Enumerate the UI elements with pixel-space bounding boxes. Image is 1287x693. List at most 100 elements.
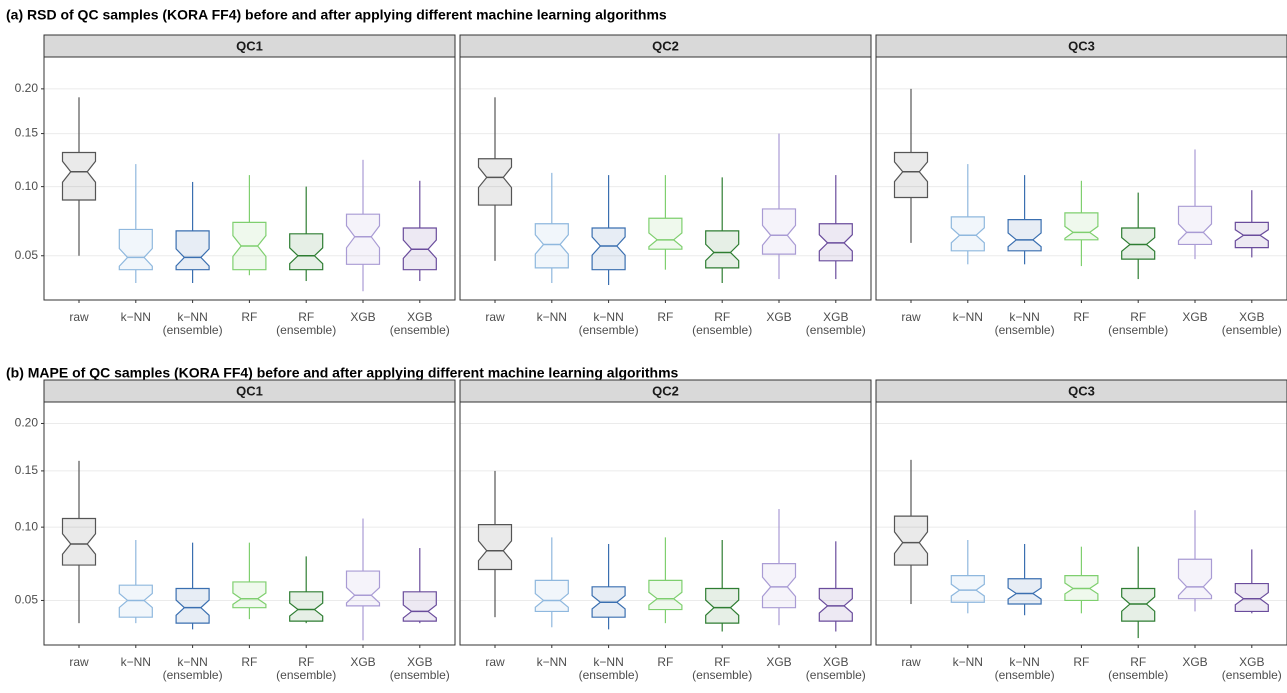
box <box>534 579 569 613</box>
box <box>61 517 97 566</box>
x-tick-label: raw <box>485 655 505 669</box>
x-tick-label: k−NN <box>1009 310 1039 324</box>
x-tick-label: k−NN <box>177 655 207 669</box>
x-tick-label: XGB <box>1239 310 1264 324</box>
box <box>1064 212 1099 241</box>
panel-border <box>459 401 872 646</box>
box <box>761 208 797 255</box>
y-tick-label: 0.05 <box>15 248 39 262</box>
strip-label: QC1 <box>236 38 263 53</box>
box <box>118 228 153 271</box>
x-tick-label: (ensemble) <box>276 668 336 682</box>
x-tick-label: raw <box>485 310 505 324</box>
x-tick-label: k−NN <box>537 655 567 669</box>
panel <box>460 402 871 645</box>
x-tick-label: (ensemble) <box>806 668 866 682</box>
x-tick-label: RF <box>714 310 730 324</box>
x-tick-label: k−NN <box>177 310 207 324</box>
x-tick-label: XGB <box>350 655 375 669</box>
y-tick-label: 0.20 <box>15 416 39 430</box>
x-tick-label: (ensemble) <box>276 323 336 337</box>
box <box>175 587 210 624</box>
box <box>402 591 437 622</box>
strip-label: QC1 <box>236 383 263 398</box>
box <box>477 158 513 206</box>
box <box>1234 582 1269 613</box>
section-title: (b) MAPE of QC samples (KORA FF4) before… <box>6 365 679 381</box>
x-tick-label: k−NN <box>537 310 567 324</box>
x-tick-label: k−NN <box>121 310 151 324</box>
box <box>175 230 210 271</box>
y-tick-label: 0.20 <box>15 81 39 95</box>
strip-label: QC3 <box>1068 383 1095 398</box>
x-tick-label: RF <box>657 310 673 324</box>
x-tick-label: raw <box>901 310 921 324</box>
box <box>1007 578 1042 605</box>
x-tick-label: raw <box>901 655 921 669</box>
box <box>61 151 97 201</box>
box <box>705 230 740 269</box>
x-tick-label: k−NN <box>1009 655 1039 669</box>
box <box>648 579 683 611</box>
x-tick-label: XGB <box>766 310 791 324</box>
box <box>648 217 683 250</box>
x-tick-label: RF <box>298 310 314 324</box>
box <box>950 216 985 252</box>
box <box>1121 227 1156 260</box>
panel <box>44 402 455 645</box>
x-tick-label: (ensemble) <box>1222 323 1282 337</box>
box <box>1177 205 1213 246</box>
box <box>591 227 626 271</box>
box <box>761 562 797 609</box>
x-tick-label: RF <box>1130 655 1146 669</box>
y-tick-label: 0.10 <box>15 179 39 193</box>
x-tick-label: (ensemble) <box>806 323 866 337</box>
y-tick-label: 0.10 <box>15 519 39 533</box>
x-tick-label: k−NN <box>121 655 151 669</box>
x-tick-label: XGB <box>823 655 848 669</box>
y-tick-label: 0.05 <box>15 593 39 607</box>
box <box>534 223 569 269</box>
strip-label: QC3 <box>1068 38 1095 53</box>
x-tick-label: (ensemble) <box>1108 323 1168 337</box>
panel-border <box>875 56 1287 301</box>
x-tick-label: (ensemble) <box>163 668 223 682</box>
panel-border <box>43 56 456 301</box>
x-tick-label: (ensemble) <box>390 323 450 337</box>
x-tick-label: (ensemble) <box>390 668 450 682</box>
x-tick-label: k−NN <box>593 310 623 324</box>
panel-border <box>459 56 872 301</box>
strip-label: QC2 <box>652 383 679 398</box>
x-tick-label: XGB <box>1239 655 1264 669</box>
box <box>1007 219 1042 252</box>
x-tick-label: XGB <box>407 310 432 324</box>
box <box>289 591 324 622</box>
x-tick-label: RF <box>714 655 730 669</box>
x-tick-label: RF <box>657 655 673 669</box>
x-tick-label: RF <box>1073 655 1089 669</box>
x-tick-label: (ensemble) <box>692 668 752 682</box>
box <box>477 524 513 571</box>
panel-border <box>43 401 456 646</box>
x-tick-label: XGB <box>1182 310 1207 324</box>
box <box>345 570 381 607</box>
x-tick-label: RF <box>241 310 257 324</box>
x-tick-label: k−NN <box>953 655 983 669</box>
box <box>893 151 929 199</box>
x-tick-label: RF <box>298 655 314 669</box>
x-tick-label: (ensemble) <box>1108 668 1168 682</box>
box <box>705 587 740 624</box>
x-tick-label: RF <box>1130 310 1146 324</box>
box <box>1121 587 1156 622</box>
x-tick-label: (ensemble) <box>995 668 1055 682</box>
x-tick-label: RF <box>1073 310 1089 324</box>
y-tick-label: 0.15 <box>15 463 39 477</box>
x-tick-label: k−NN <box>953 310 983 324</box>
x-tick-label: (ensemble) <box>579 323 639 337</box>
x-tick-label: (ensemble) <box>579 668 639 682</box>
x-tick-label: XGB <box>407 655 432 669</box>
box <box>232 581 267 609</box>
x-tick-label: XGB <box>766 655 791 669</box>
panel-border <box>875 401 1287 646</box>
x-tick-label: XGB <box>1182 655 1207 669</box>
